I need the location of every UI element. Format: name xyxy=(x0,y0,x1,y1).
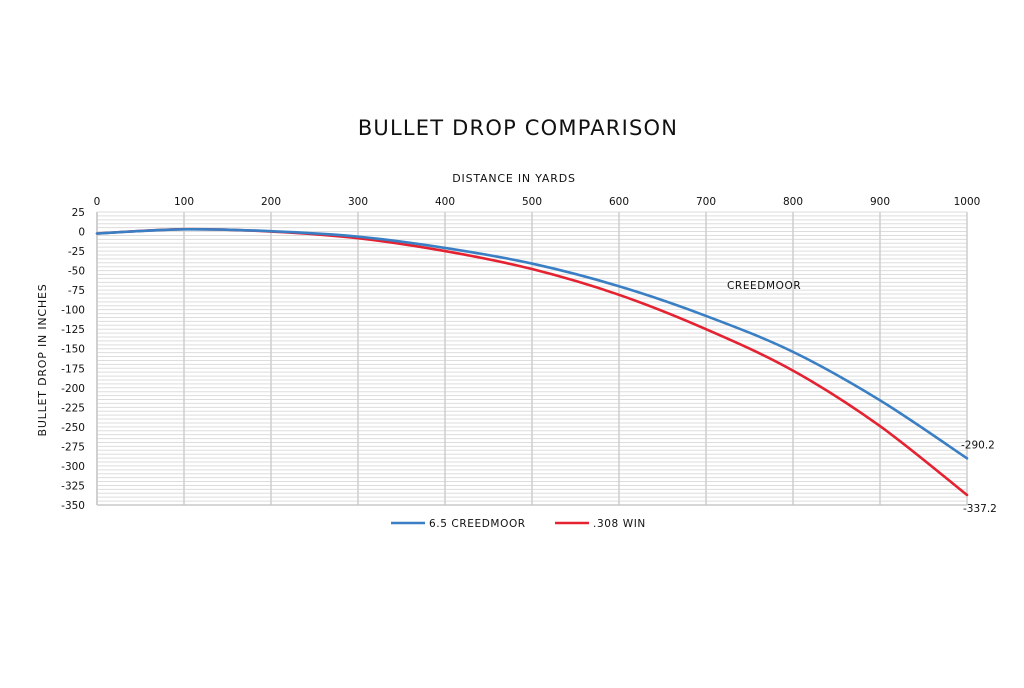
end-value-label: -290.2 xyxy=(961,439,995,451)
y-tick-label: -250 xyxy=(61,422,85,434)
x-tick-label: 600 xyxy=(609,196,629,208)
y-tick-label: -325 xyxy=(61,480,85,492)
y-tick-label: -100 xyxy=(61,305,85,317)
legend-label-6-5-creedmoor: 6.5 CREEDMOOR xyxy=(429,518,526,530)
chart-title: BULLET DROP COMPARISON xyxy=(358,116,678,140)
y-tick-label: -300 xyxy=(61,461,85,473)
grid xyxy=(96,211,968,506)
series-line-6-5-creedmoor xyxy=(95,227,969,460)
y-tick-label: -225 xyxy=(61,402,85,414)
x-tick-label: 1000 xyxy=(954,196,981,208)
y-axis-title: BULLET DROP IN INCHES xyxy=(36,283,49,436)
y-tick-label: -125 xyxy=(61,324,85,336)
x-tick-label: 300 xyxy=(348,196,368,208)
y-tick-label: -350 xyxy=(61,500,85,512)
x-tick-label: 700 xyxy=(696,196,716,208)
x-tick-label: 900 xyxy=(870,196,890,208)
legend-label-308-win: .308 WIN xyxy=(593,518,646,530)
x-tick-label: 0 xyxy=(94,196,101,208)
y-tick-label: 0 xyxy=(78,227,85,239)
y-tick-label: -175 xyxy=(61,363,85,375)
annotations: CREEDMOOR -290.2 -337.2 xyxy=(727,280,997,515)
x-axis-title: DISTANCE IN YARDS xyxy=(452,172,576,185)
series-annotation-label: CREEDMOOR xyxy=(727,280,801,292)
y-tick-label: -50 xyxy=(68,266,85,278)
y-tick-label: -150 xyxy=(61,344,85,356)
end-value-label: -337.2 xyxy=(963,503,997,515)
x-tick-label: 800 xyxy=(783,196,803,208)
y-tick-label: -75 xyxy=(68,285,85,297)
x-tick-label: 100 xyxy=(174,196,194,208)
y-tick-label: 25 xyxy=(72,207,85,219)
series-lines xyxy=(95,227,969,497)
y-tick-label: -200 xyxy=(61,383,85,395)
x-tick-label: 400 xyxy=(435,196,455,208)
tick-labels: 0 100 200 300 400 500 600 700 800 900 1000 25 0 -25 -5… xyxy=(61,196,980,512)
legend: 6.5 CREEDMOOR .308 WIN xyxy=(391,518,646,530)
y-tick-label: -25 xyxy=(68,246,85,258)
x-tick-label: 200 xyxy=(261,196,281,208)
x-tick-label: 500 xyxy=(522,196,542,208)
y-tick-label: -275 xyxy=(61,441,85,453)
